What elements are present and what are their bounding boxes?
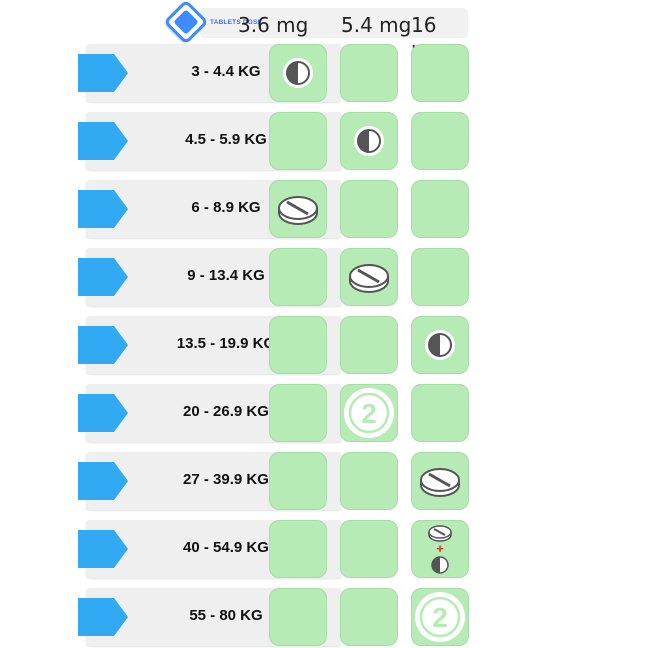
dose-row: 6 - 8.9 KG	[78, 180, 478, 238]
dose-cell	[340, 520, 398, 578]
dose-cell: 2	[411, 588, 469, 646]
dose-row: 27 - 39.9 KG	[78, 452, 478, 510]
column-header-5-4mg: 5.4 mg	[341, 13, 412, 37]
dose-cell	[269, 112, 327, 170]
plus-sign: +	[436, 541, 444, 556]
header-bar	[200, 8, 468, 38]
tablets-dose-label: TABLETS DOSE	[210, 19, 263, 26]
dose-cell	[411, 316, 469, 374]
dose-cell	[269, 588, 327, 646]
dose-cell	[269, 316, 327, 374]
dose-cell	[269, 248, 327, 306]
dose-cell	[340, 44, 398, 102]
dose-cell	[269, 384, 327, 442]
weight-range-label: 55 - 80 KG	[189, 607, 263, 624]
weight-range-label: 27 - 39.9 KG	[183, 471, 269, 488]
dose-cell	[340, 452, 398, 510]
dose-cell	[340, 248, 398, 306]
dose-cell	[340, 180, 398, 238]
two-tablets-number: 2	[361, 398, 377, 429]
dose-row: 3 - 4.4 KG	[78, 44, 478, 102]
dose-cell: 2	[340, 384, 398, 442]
dose-cell	[411, 452, 469, 510]
dose-row: 4.5 - 5.9 KG	[78, 112, 478, 170]
two-tablets-number: 2	[432, 602, 448, 633]
dose-row: 13.5 - 19.9 KG	[78, 316, 478, 374]
dose-cell: +	[411, 520, 469, 578]
dose-cell	[411, 44, 469, 102]
tablets-dose-badge-icon	[163, 0, 209, 45]
dose-row: 40 - 54.9 KG +	[78, 520, 478, 578]
weight-range-label: 4.5 - 5.9 KG	[185, 131, 267, 148]
dose-cell	[411, 180, 469, 238]
dose-cell	[269, 44, 327, 102]
dose-cell	[269, 520, 327, 578]
dose-header: TABLETS DOSE 3.6 mg 5.4 mg 16 mg	[160, 0, 470, 61]
dose-cell	[269, 452, 327, 510]
dose-row: 9 - 13.4 KG	[78, 248, 478, 306]
dose-cell	[411, 248, 469, 306]
weight-range-label: 13.5 - 19.9 KG	[176, 335, 276, 352]
weight-range-label: 40 - 54.9 KG	[183, 539, 269, 556]
weight-range-label: 3 - 4.4 KG	[191, 63, 261, 80]
dose-cell	[411, 112, 469, 170]
dose-row: 55 - 80 KG 2	[78, 588, 478, 646]
weight-range-label: 9 - 13.4 KG	[187, 267, 265, 284]
dose-row: 20 - 26.9 KG 2	[78, 384, 478, 442]
dose-cell	[340, 316, 398, 374]
dose-cell	[340, 588, 398, 646]
dose-cell	[411, 384, 469, 442]
weight-range-label: 20 - 26.9 KG	[183, 403, 269, 420]
dose-cell	[340, 112, 398, 170]
weight-range-label: 6 - 8.9 KG	[191, 199, 261, 216]
dose-cell	[269, 180, 327, 238]
column-header-3-6mg: 3.6 mg	[238, 13, 309, 37]
